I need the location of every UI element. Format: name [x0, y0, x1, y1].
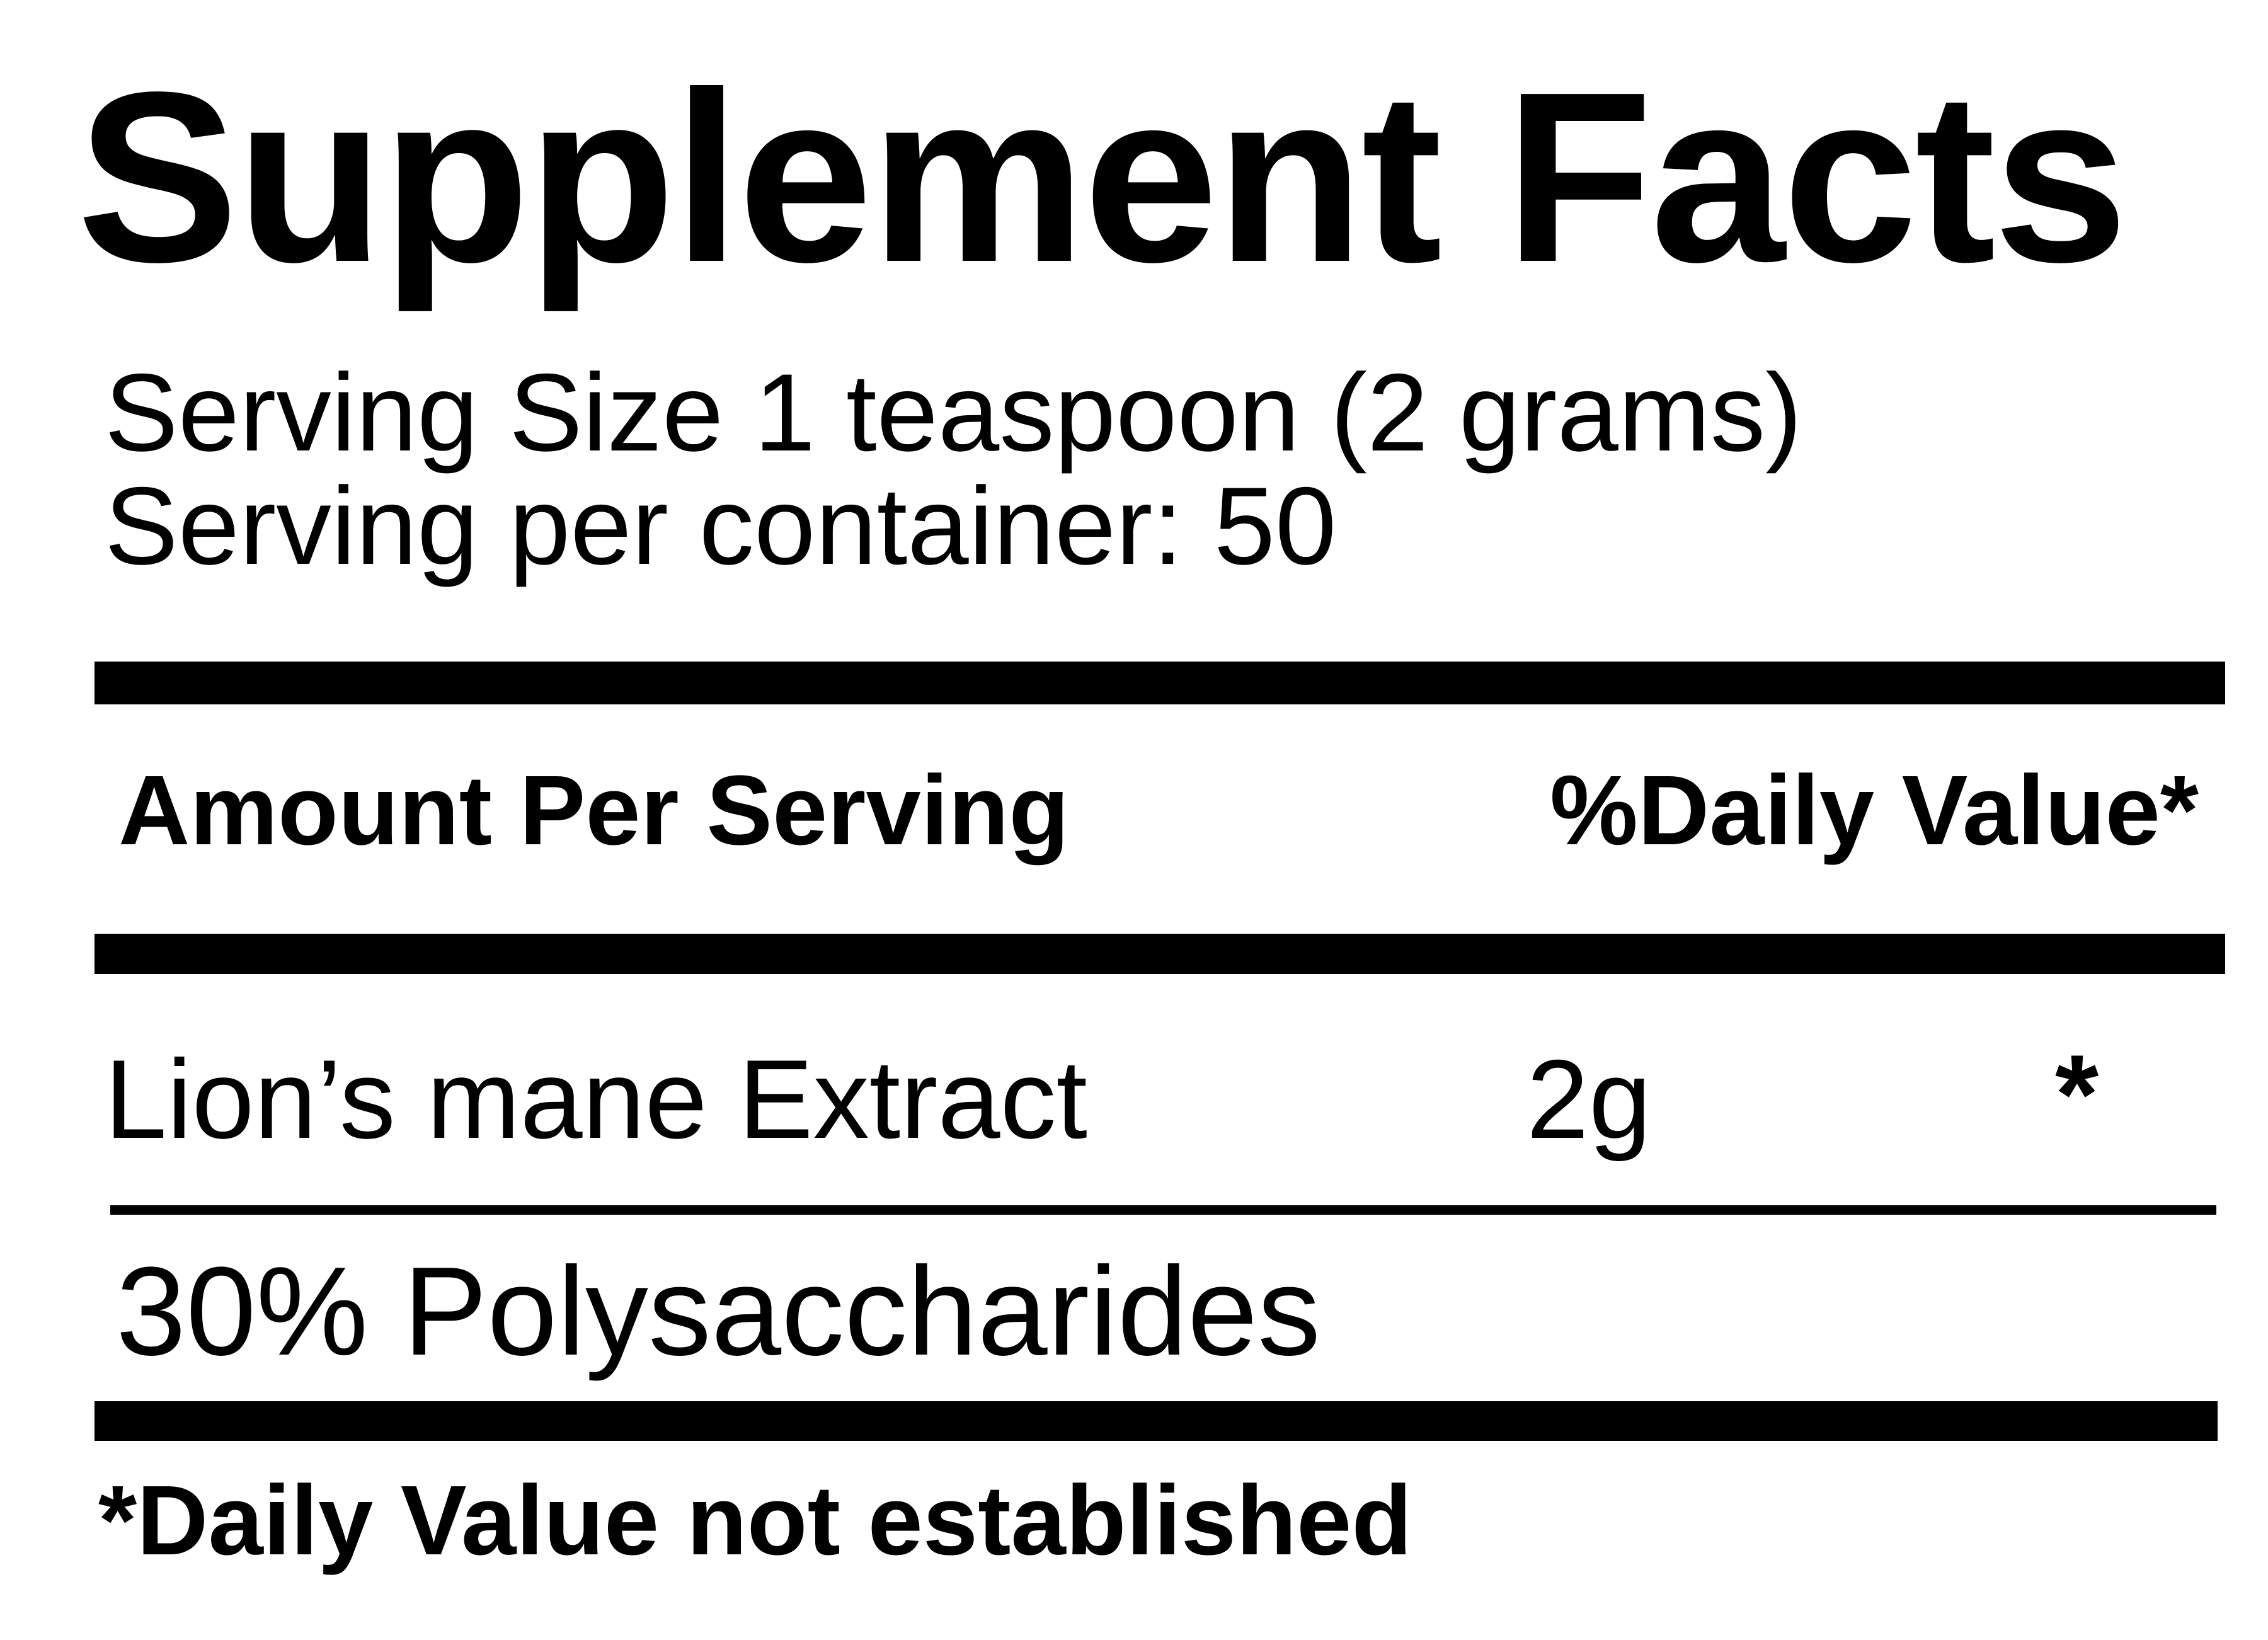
- column-header-row: Amount Per Serving %Daily Value*: [118, 761, 2199, 860]
- thick-divider-bottom: [94, 1401, 2218, 1441]
- serving-info-block: Serving Size 1 teaspoon (2 grams) Servin…: [105, 352, 1802, 588]
- thick-divider-top: [94, 662, 2225, 704]
- serving-size-text: Serving Size 1 teaspoon (2 grams): [105, 352, 1802, 474]
- ingredient-amount: 2g: [1526, 1036, 1651, 1162]
- servings-per-container-text: Serving per container: 50: [105, 465, 1337, 588]
- daily-value-header: %Daily Value*: [1550, 755, 2199, 866]
- ingredient-dv-asterisk: *: [2055, 1031, 2099, 1157]
- amount-per-serving-header: Amount Per Serving: [118, 755, 1070, 866]
- thin-divider: [110, 1205, 2216, 1215]
- ingredient-name: Lion’s mane Extract: [105, 1036, 1087, 1162]
- daily-value-footnote: *Daily Value not established: [98, 1465, 1412, 1576]
- sub-ingredient-text: 30% Polysaccharides: [116, 1241, 1321, 1382]
- thick-divider-under-header: [94, 934, 2225, 974]
- supplement-facts-title: Supplement Facts: [77, 41, 2128, 313]
